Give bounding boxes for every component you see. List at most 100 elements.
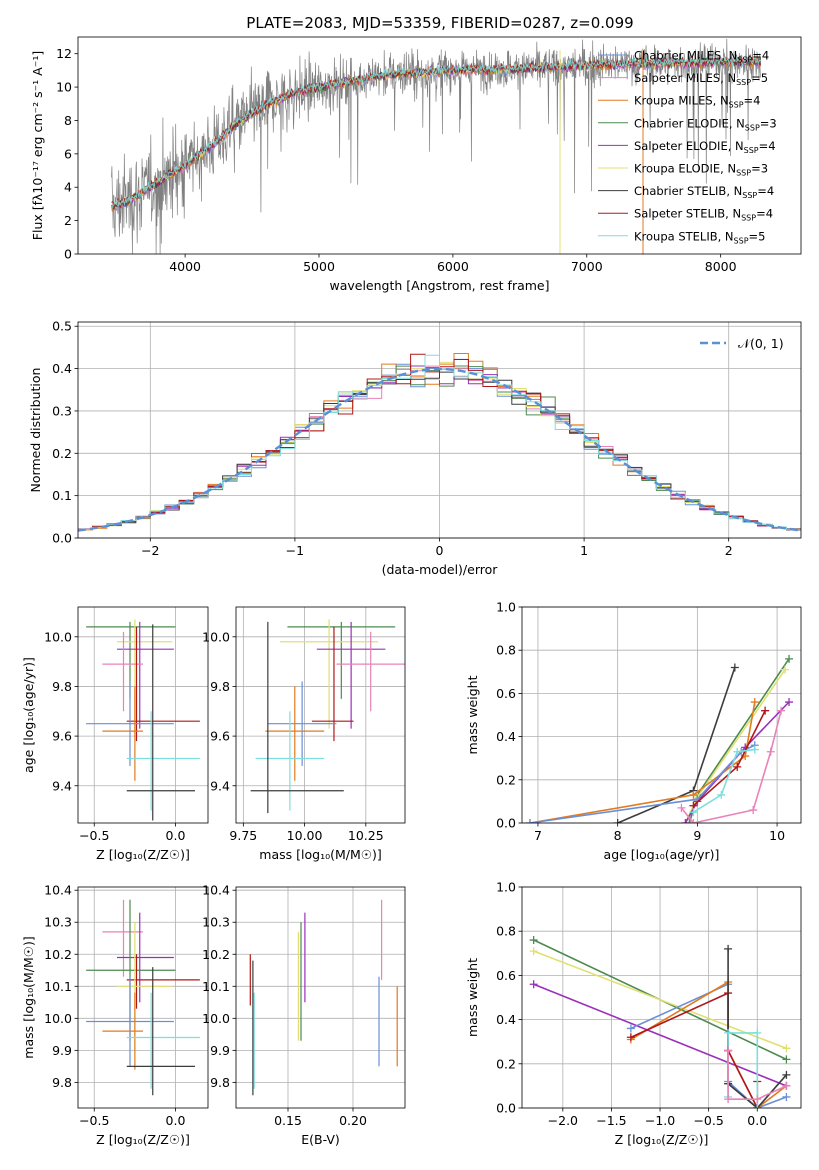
- y-tick-label: 4: [64, 180, 72, 195]
- y-tick-label: 10.0: [202, 1011, 230, 1026]
- plot-area: [111, 38, 762, 254]
- axes-frame: [77, 321, 802, 539]
- legend-label: Kroupa MILES, NSSP=4: [634, 94, 760, 110]
- x-tick-label: 9: [693, 828, 701, 843]
- y-tick-label: 10.0: [44, 629, 72, 644]
- legend-label: Kroupa STELIB, NSSP=5: [634, 229, 765, 245]
- y-tick-label: 0.2: [496, 1056, 516, 1071]
- y-tick-label: 10.2: [44, 947, 72, 962]
- mass-weight-point: [529, 980, 538, 989]
- y-tick-label: 10.0: [202, 629, 230, 644]
- legend-label: Salpeter STELIB, NSSP=4: [634, 207, 773, 223]
- legend: 𝒩(0, 1): [700, 336, 784, 351]
- x-tick-label: −1: [286, 543, 304, 558]
- legend-label: Chabrier STELIB, NSSP=4: [634, 184, 774, 200]
- mass-weight-point: [685, 819, 694, 823]
- y-tick-label: 10.2: [202, 947, 230, 962]
- axes-frame: [521, 886, 802, 1109]
- y-tick-label: 0.2: [496, 772, 516, 787]
- model-spectrum: [111, 54, 761, 209]
- x-tick-label: 7000: [571, 259, 603, 274]
- mass-weight-point: [717, 790, 726, 799]
- axes: −2.0 −1.5 −1.0 −0.5 0.0 0.0 0.2 0.4 0.6 0.8 1.0 Z […: [465, 880, 802, 1147]
- y-tick-label: 0: [64, 247, 72, 262]
- mass-weight-point: [724, 1028, 733, 1037]
- axes-frame: [77, 606, 209, 824]
- figure-title: PLATE=2083, MJD=53359, FIBERID=0287, z=0…: [246, 14, 633, 32]
- mass-weight-point: [724, 944, 733, 953]
- y-tick-label: 0.6: [496, 686, 516, 701]
- mass-weight-point: [777, 706, 786, 715]
- y-tick-label: 10.1: [202, 979, 230, 994]
- mass-weight-point: [626, 1033, 635, 1042]
- axes: 0.15 0.20 9.8 9.9 10.0 10.1 10.2 10.3 10.4 E(B-V): [202, 883, 406, 1147]
- y-tick-label: 9.8: [52, 1075, 72, 1090]
- x-axis-label: Z [log₁₀(Z/Z☉)]: [96, 1132, 190, 1147]
- y-tick-label: 0.0: [52, 531, 72, 546]
- mass-weight-point: [753, 1104, 762, 1108]
- plot-area: [86, 899, 200, 1096]
- y-tick-label: 0.8: [496, 924, 516, 939]
- x-axis-label: (data-model)/error: [382, 562, 499, 577]
- y-tick-label: 9.8: [210, 679, 230, 694]
- panel-age_vs_Z: −0.5 0.0 9.4 9.6 9.8 10.0 Z [log₁₀(Z/Z☉)] age […: [21, 606, 209, 862]
- mass-weight-line: [529, 744, 756, 823]
- y-tick-label: 0.4: [52, 361, 72, 376]
- x-tick-label: 2: [725, 543, 733, 558]
- x-axis-label: age [log₁₀(age/yr)]: [604, 847, 720, 862]
- y-tick-label: 9.8: [52, 679, 72, 694]
- y-tick-label: 0.6: [496, 968, 516, 983]
- panel-age_vs_mass: 9.75 10.00 10.25 9.4 9.6 9.8 10.0 mass [log₁₀(M…: [202, 606, 406, 862]
- mass-weight-point: [761, 706, 770, 715]
- y-tick-label: 10.1: [44, 979, 72, 994]
- mass-weight-point: [782, 1081, 791, 1090]
- mass-weight-point: [525, 819, 534, 823]
- mass-weight-point: [677, 803, 686, 812]
- y-tick-label: 9.8: [210, 1075, 230, 1090]
- x-tick-label: 10: [769, 828, 785, 843]
- plot-area: [78, 353, 801, 532]
- x-tick-label: 9.75: [229, 828, 257, 843]
- x-tick-label: 0: [436, 543, 444, 558]
- axes: 7 8 9 10 0.0 0.2 0.4 0.6 0.8 1.0 age [log₁₀(age/yr…: [465, 600, 802, 862]
- mass-weight-line: [617, 667, 736, 823]
- legend-label: Salpeter MILES, NSSP=5: [634, 71, 768, 87]
- mass-weight-point: [681, 819, 690, 823]
- y-tick-label: 0.0: [496, 1101, 516, 1116]
- x-axis-label: mass [log₁₀(M/M☉)]: [259, 847, 381, 862]
- plot-area: [529, 936, 791, 1108]
- mass-weight-point: [689, 819, 698, 823]
- legend-label: Chabrier ELODIE, NSSP=3: [634, 116, 777, 132]
- y-tick-label: 0.5: [52, 319, 72, 334]
- axes: 9.75 10.00 10.25 9.4 9.6 9.8 10.0 mass [log₁₀(M…: [202, 606, 406, 862]
- x-tick-label: 0.20: [339, 1113, 367, 1128]
- mass-weight-point: [782, 1044, 791, 1053]
- mass-weight-line: [533, 983, 787, 1087]
- mass-weight-point: [529, 936, 538, 945]
- y-tick-label: 1.0: [496, 600, 516, 615]
- x-tick-label: −2: [141, 543, 159, 558]
- legend-label: Kroupa ELODIE, NSSP=3: [634, 162, 768, 178]
- mass-weight-point: [766, 747, 775, 756]
- panel-cumulative_age: 7 8 9 10 0.0 0.2 0.4 0.6 0.8 1.0 age [log₁₀(age/yr…: [465, 600, 802, 862]
- x-tick-label: 8: [614, 828, 622, 843]
- normal-curve: [78, 367, 801, 532]
- mass-weight-point: [782, 1055, 791, 1064]
- mass-weight-point: [529, 947, 538, 956]
- axes: −0.5 0.0 9.4 9.6 9.8 10.0 Z [log₁₀(Z/Z☉)] age […: [21, 606, 209, 862]
- mass-weight-point: [785, 654, 794, 663]
- x-tick-label: 1: [580, 543, 588, 558]
- grid-lines: [236, 607, 405, 823]
- x-tick-label: −0.5: [79, 1113, 109, 1128]
- y-tick-label: 1.0: [496, 880, 516, 895]
- mass-weight-point: [613, 819, 622, 823]
- y-tick-label: 9.9: [52, 1043, 72, 1058]
- y-tick-label: 10.0: [44, 1011, 72, 1026]
- plot-area: [86, 619, 200, 821]
- x-tick-label: 0.0: [747, 1113, 767, 1128]
- grid-lines: [78, 607, 208, 823]
- y-tick-label: 0.4: [496, 1012, 516, 1027]
- x-tick-label: 4000: [169, 259, 201, 274]
- axes-frame: [77, 36, 802, 255]
